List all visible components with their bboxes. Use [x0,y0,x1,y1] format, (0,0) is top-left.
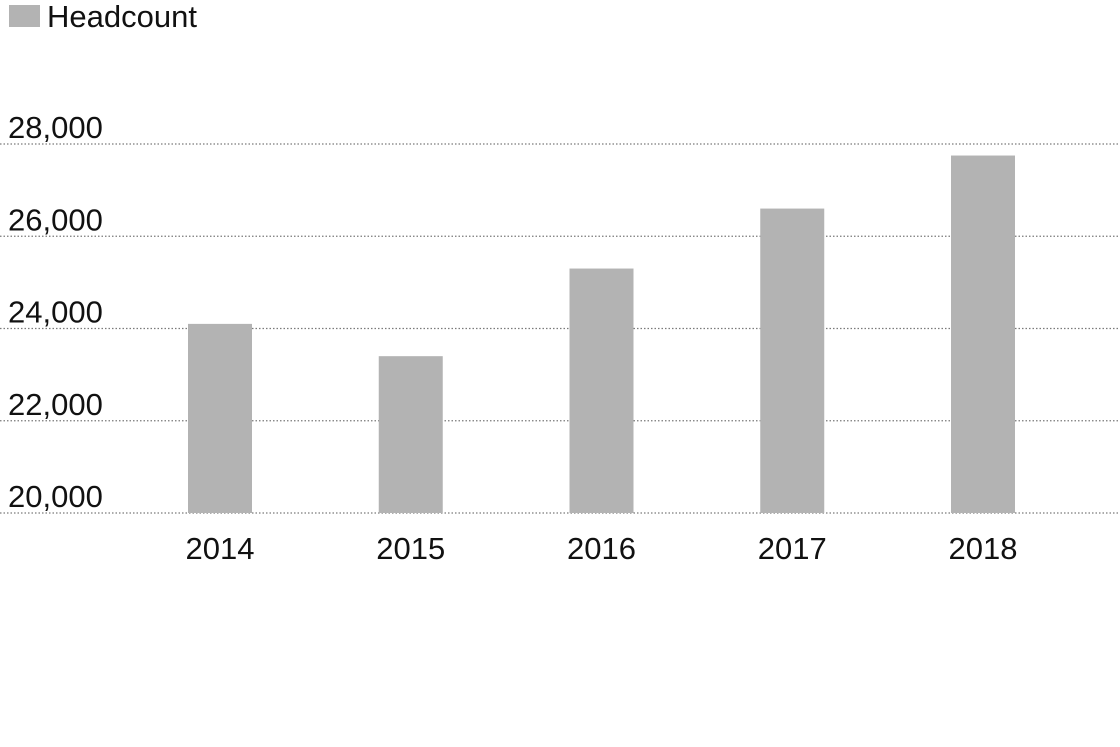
bar-2014 [188,323,252,513]
y-axis-tick-labels: 20,000 22,000 24,000 26,000 28,000 [8,110,103,514]
gridlines [0,143,1120,514]
x-axis-tick-labels: 2014 2015 2016 2017 2018 [186,531,1018,566]
y-tick-label: 24,000 [8,295,103,330]
bar-2015 [378,356,443,513]
x-tick-label: 2015 [376,531,445,566]
x-tick-label: 2018 [949,531,1018,566]
bar-2017 [760,208,825,513]
y-tick-label: 28,000 [8,110,103,145]
x-tick-label: 2016 [567,531,636,566]
bars [188,155,1015,513]
y-tick-label: 20,000 [8,479,103,514]
y-tick-label: 22,000 [8,387,103,422]
x-tick-label: 2017 [758,531,827,566]
x-tick-label: 2014 [186,531,255,566]
y-tick-label: 26,000 [8,202,103,237]
legend-swatch [9,5,40,27]
legend: Headcount [9,0,197,34]
bar-2018 [951,155,1015,513]
legend-label: Headcount [47,0,197,34]
bar-2016 [569,268,634,513]
